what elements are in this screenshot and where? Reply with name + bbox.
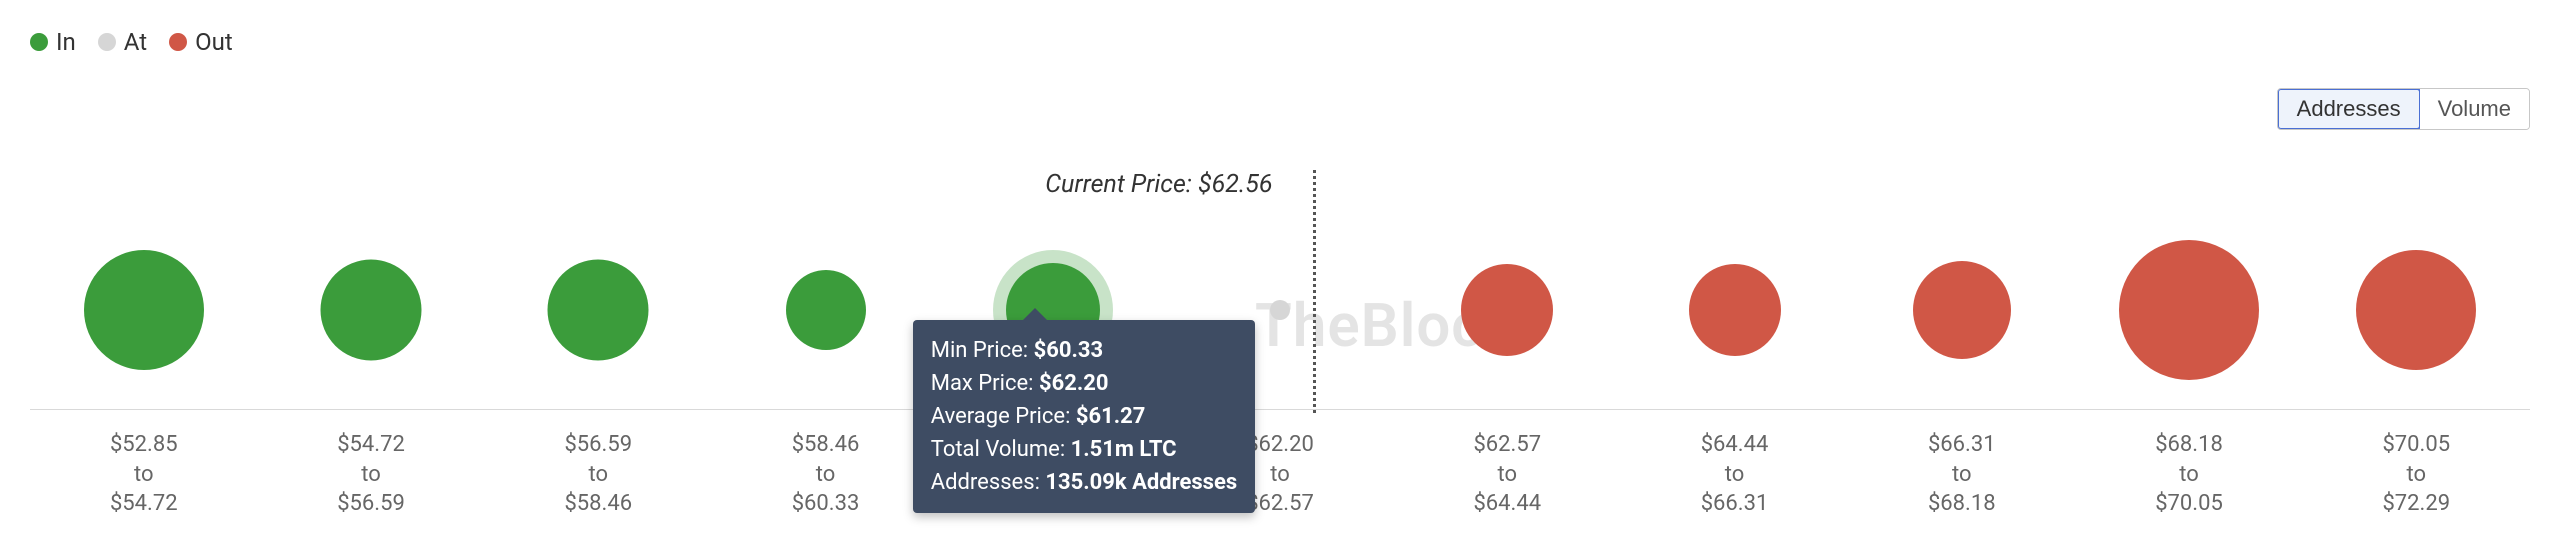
range-joiner: to	[337, 460, 405, 490]
range-high: $64.44	[1473, 489, 1541, 519]
range-high: $70.05	[2155, 489, 2223, 519]
range-low: $58.46	[792, 430, 860, 460]
legend: In At Out	[30, 28, 233, 56]
legend-dot-in	[30, 33, 48, 51]
bubble-in[interactable]	[84, 250, 204, 370]
legend-label-in: In	[56, 28, 76, 56]
price-divider-line	[1313, 170, 1316, 413]
bubble-out[interactable]	[1913, 261, 2011, 359]
legend-item-out[interactable]: Out	[169, 28, 233, 56]
legend-item-at[interactable]: At	[98, 28, 147, 56]
range-high: $60.33	[792, 489, 860, 519]
bubble-in[interactable]	[786, 270, 866, 350]
range-low: $52.85	[110, 430, 178, 460]
range-low: $62.57	[1473, 430, 1541, 460]
range-joiner: to	[1701, 460, 1769, 490]
range-high: $72.29	[2382, 489, 2450, 519]
range-joiner: to	[564, 460, 632, 490]
range-joiner: to	[2382, 460, 2450, 490]
range-high: $56.59	[337, 489, 405, 519]
range-label: $62.57to$64.44	[1473, 430, 1541, 519]
bubble-out[interactable]	[2356, 250, 2476, 370]
range-label: $58.46to$60.33	[792, 430, 860, 519]
range-joiner: to	[792, 460, 860, 490]
range-joiner: to	[1473, 460, 1541, 490]
range-label: $62.20to$62.57	[1246, 430, 1314, 519]
range-joiner: to	[1928, 460, 1996, 490]
range-high: $62.57	[1246, 489, 1314, 519]
range-low: $56.59	[564, 430, 632, 460]
range-high: $66.31	[1701, 489, 1769, 519]
range-high: $58.46	[564, 489, 632, 519]
tooltip-row: Max Price: $62.20	[931, 367, 1237, 400]
range-low: $70.05	[2382, 430, 2450, 460]
tooltip-row: Average Price: $61.27	[931, 400, 1237, 433]
range-low: $62.20	[1246, 430, 1314, 460]
range-low: $54.72	[337, 430, 405, 460]
range-high: $54.72	[110, 489, 178, 519]
toggle-addresses-button[interactable]: Addresses	[2277, 88, 2421, 130]
bubble-out[interactable]	[1689, 264, 1781, 356]
tooltip-row: Total Volume: 1.51m LTC	[931, 433, 1237, 466]
bubble-out[interactable]	[1461, 264, 1553, 356]
range-joiner: to	[2155, 460, 2223, 490]
legend-label-out: Out	[195, 28, 233, 56]
datapoint-tooltip: Min Price: $60.33Max Price: $62.20Averag…	[913, 320, 1255, 513]
range-label: $52.85to$54.72	[110, 430, 178, 519]
range-low: $68.18	[2155, 430, 2223, 460]
legend-item-in[interactable]: In	[30, 28, 76, 56]
range-low: $64.44	[1701, 430, 1769, 460]
toggle-volume-button[interactable]: Volume	[2420, 89, 2529, 129]
legend-dot-at	[98, 33, 116, 51]
range-label: $68.18to$70.05	[2155, 430, 2223, 519]
bubble-in[interactable]	[548, 260, 649, 361]
legend-label-at: At	[124, 28, 147, 56]
range-label: $66.31to$68.18	[1928, 430, 1996, 519]
legend-dot-out	[169, 33, 187, 51]
range-joiner: to	[110, 460, 178, 490]
range-label: $70.05to$72.29	[2382, 430, 2450, 519]
range-label: $56.59to$58.46	[564, 430, 632, 519]
tooltip-row: Addresses: 135.09k Addresses	[931, 466, 1237, 499]
current-price-label: Current Price: $62.56	[1045, 170, 1272, 199]
range-low: $66.31	[1928, 430, 1996, 460]
bubble-in[interactable]	[321, 260, 422, 361]
tooltip-row: Min Price: $60.33	[931, 334, 1237, 367]
bubble-at[interactable]	[1270, 300, 1290, 320]
range-high: $68.18	[1928, 489, 1996, 519]
range-label: $64.44to$66.31	[1701, 430, 1769, 519]
range-label: $54.72to$56.59	[337, 430, 405, 519]
view-toggle: Addresses Volume	[2277, 88, 2530, 130]
bubble-chart	[30, 210, 2530, 410]
range-joiner: to	[1246, 460, 1314, 490]
chart-baseline	[30, 409, 2530, 410]
bubble-out[interactable]	[2119, 240, 2259, 380]
